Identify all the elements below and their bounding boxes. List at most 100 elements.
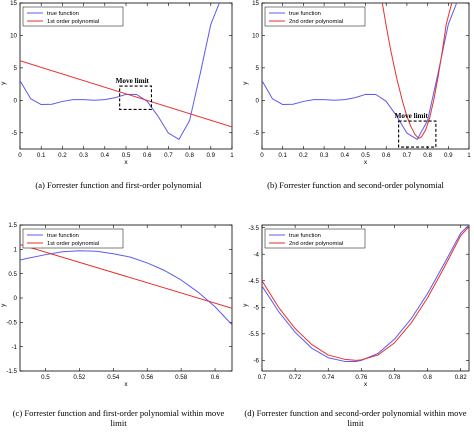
x-tick-label-c: 0.5 <box>41 374 50 381</box>
x-axis-label-b: x <box>364 159 368 166</box>
y-tick-label-b: -5 <box>253 130 259 137</box>
x-tick-label-d: 0.7 <box>258 374 267 381</box>
move-limit-label-a: Move limit <box>116 77 150 85</box>
legend-label-d-1: 2nd order polynomial <box>289 241 343 247</box>
y-tick-label-a: -5 <box>11 130 17 137</box>
legend-label-d-0: true function <box>289 233 321 239</box>
y-tick-label-b: 10 <box>252 33 259 40</box>
series-line-b-0 <box>262 3 458 140</box>
y-tick-label-b: 15 <box>252 0 259 7</box>
x-tick-label-d: 0.8 <box>423 374 432 381</box>
y-tick-label-c: -1 <box>11 344 17 351</box>
legend-label-c-0: true function <box>47 233 79 239</box>
x-tick-label-a: 0.5 <box>122 152 131 159</box>
x-tick-label-d: 0.78 <box>388 374 401 381</box>
x-tick-label-b: 0.6 <box>382 152 391 159</box>
legend-box-d <box>264 228 366 249</box>
legend-c: true function 1st order polynomial <box>22 228 124 249</box>
y-tick-label-d: -5.5 <box>248 331 259 338</box>
plot-frame-d <box>261 224 470 372</box>
legend-label-b-0: true function <box>289 11 321 17</box>
x-tick-label-b: 0 <box>260 152 264 159</box>
legend-box-c <box>22 228 124 249</box>
caption-b: (b) Forrester function and second-order … <box>267 180 444 190</box>
legend-label-a-0: true function <box>47 11 79 17</box>
x-tick-label-b: 1 <box>467 152 471 159</box>
x-axis-label-a: x <box>124 159 128 166</box>
y-tick-label-c: 1 <box>14 247 18 254</box>
x-tick-label-a: 0.4 <box>100 152 109 159</box>
y-axis-label-a: y <box>0 81 7 85</box>
legend-b: true function 2nd order polynomial <box>264 6 366 27</box>
y-tick-label-a: 5 <box>14 65 18 72</box>
x-tick-label-b: 0.7 <box>403 152 412 159</box>
chart-d: 0.7 0.72 0.74 0.76 0.78 0.8 0.82 -6 -5.5 -5 -4.5 -4… <box>242 224 470 388</box>
move-limit-label-b: Move limit <box>395 112 429 120</box>
x-tick-label-d: 0.74 <box>322 374 335 381</box>
x-tick-label-a: 0 <box>18 152 22 159</box>
y-tick-label-d: -3.5 <box>248 225 259 232</box>
chart-a: 0 0.1 0.2 0.3 0.4 0.5 0.6 0.7 0.8 0.9 1 -5 0 5 10 15 x y M… <box>0 0 234 166</box>
series-group-d <box>262 225 469 362</box>
move-limit-box-a <box>119 85 152 110</box>
x-tick-label-c: 0.58 <box>175 374 188 381</box>
caption-a: (a) Forrester function and first-order p… <box>35 180 202 190</box>
legend-label-b-1: 2nd order polynomial <box>289 19 343 25</box>
y-axis-label-c: y <box>0 303 7 307</box>
x-tick-label-a: 0.9 <box>206 152 215 159</box>
legend-box-a <box>22 6 124 27</box>
y-tick-label-c: -1.5 <box>6 368 17 375</box>
x-tick-label-a: 0.1 <box>37 152 46 159</box>
x-axis-label-d: x <box>364 381 368 388</box>
caption-c: (c) Forrester function and first-order p… <box>12 408 225 428</box>
y-axis-label-b: y <box>242 81 249 85</box>
x-tick-label-a: 1 <box>230 152 234 159</box>
series-group-c <box>20 243 232 326</box>
y-tick-label-c: -0.5 <box>6 320 17 327</box>
series-group-a <box>20 3 232 140</box>
x-tick-label-a: 0.7 <box>164 152 173 159</box>
x-tick-label-a: 0.8 <box>185 152 194 159</box>
y-tick-label-c: 0.5 <box>8 271 17 278</box>
y-tick-label-c: 0 <box>14 295 18 302</box>
x-tick-label-c: 0.54 <box>107 374 120 381</box>
y-tick-label-d: -5 <box>253 304 259 311</box>
y-tick-label-c: 1.5 <box>8 222 17 229</box>
x-tick-label-a: 0.3 <box>79 152 88 159</box>
series-line-d-1 <box>262 226 469 361</box>
plot-frame-a <box>19 2 233 150</box>
legend-label-a-1: 1st order polynomial <box>47 19 99 25</box>
y-tick-label-d: -6 <box>253 358 259 365</box>
y-tick-label-a: 10 <box>10 33 17 40</box>
x-tick-label-b: 0.4 <box>340 152 349 159</box>
legend-a: true function 1st order polynomial <box>22 6 124 27</box>
x-tick-label-d: 0.72 <box>289 374 302 381</box>
x-tick-label-c: 0.56 <box>141 374 154 381</box>
series-line-c-1 <box>20 243 232 309</box>
y-tick-label-a: 0 <box>14 98 18 105</box>
x-tick-label-b: 0.9 <box>444 152 453 159</box>
x-axis-label-c: x <box>124 381 128 388</box>
series-line-d-0 <box>262 225 469 362</box>
legend-box-b <box>264 6 366 27</box>
y-tick-label-d: -4.5 <box>248 278 259 285</box>
y-tick-label-a: 15 <box>10 0 17 7</box>
x-tick-label-c: 0.6 <box>211 374 220 381</box>
chart-b: 0 0.1 0.2 0.3 0.4 0.5 0.6 0.7 0.8 0.9 1 -5 0 5 10 15 x y M… <box>242 0 471 166</box>
plot-frame-b <box>261 2 470 150</box>
series-line-b-1 <box>381 3 453 139</box>
y-tick-label-d: -4 <box>253 251 259 258</box>
legend-d: true function 2nd order polynomial <box>264 228 366 249</box>
x-tick-label-c: 0.52 <box>73 374 86 381</box>
series-line-a-1 <box>20 60 232 128</box>
x-tick-label-d: 0.76 <box>355 374 368 381</box>
caption-d: (d) Forrester function and second-order … <box>244 408 467 428</box>
x-tick-label-b: 0.8 <box>423 152 432 159</box>
y-tick-label-b: 5 <box>256 65 260 72</box>
y-tick-label-b: 0 <box>256 98 260 105</box>
y-axis-label-d: y <box>242 303 249 307</box>
x-tick-label-b: 0.2 <box>299 152 308 159</box>
x-tick-label-a: 0.2 <box>58 152 67 159</box>
x-tick-label-d: 0.82 <box>455 374 468 381</box>
x-tick-label-b: 0.1 <box>278 152 287 159</box>
